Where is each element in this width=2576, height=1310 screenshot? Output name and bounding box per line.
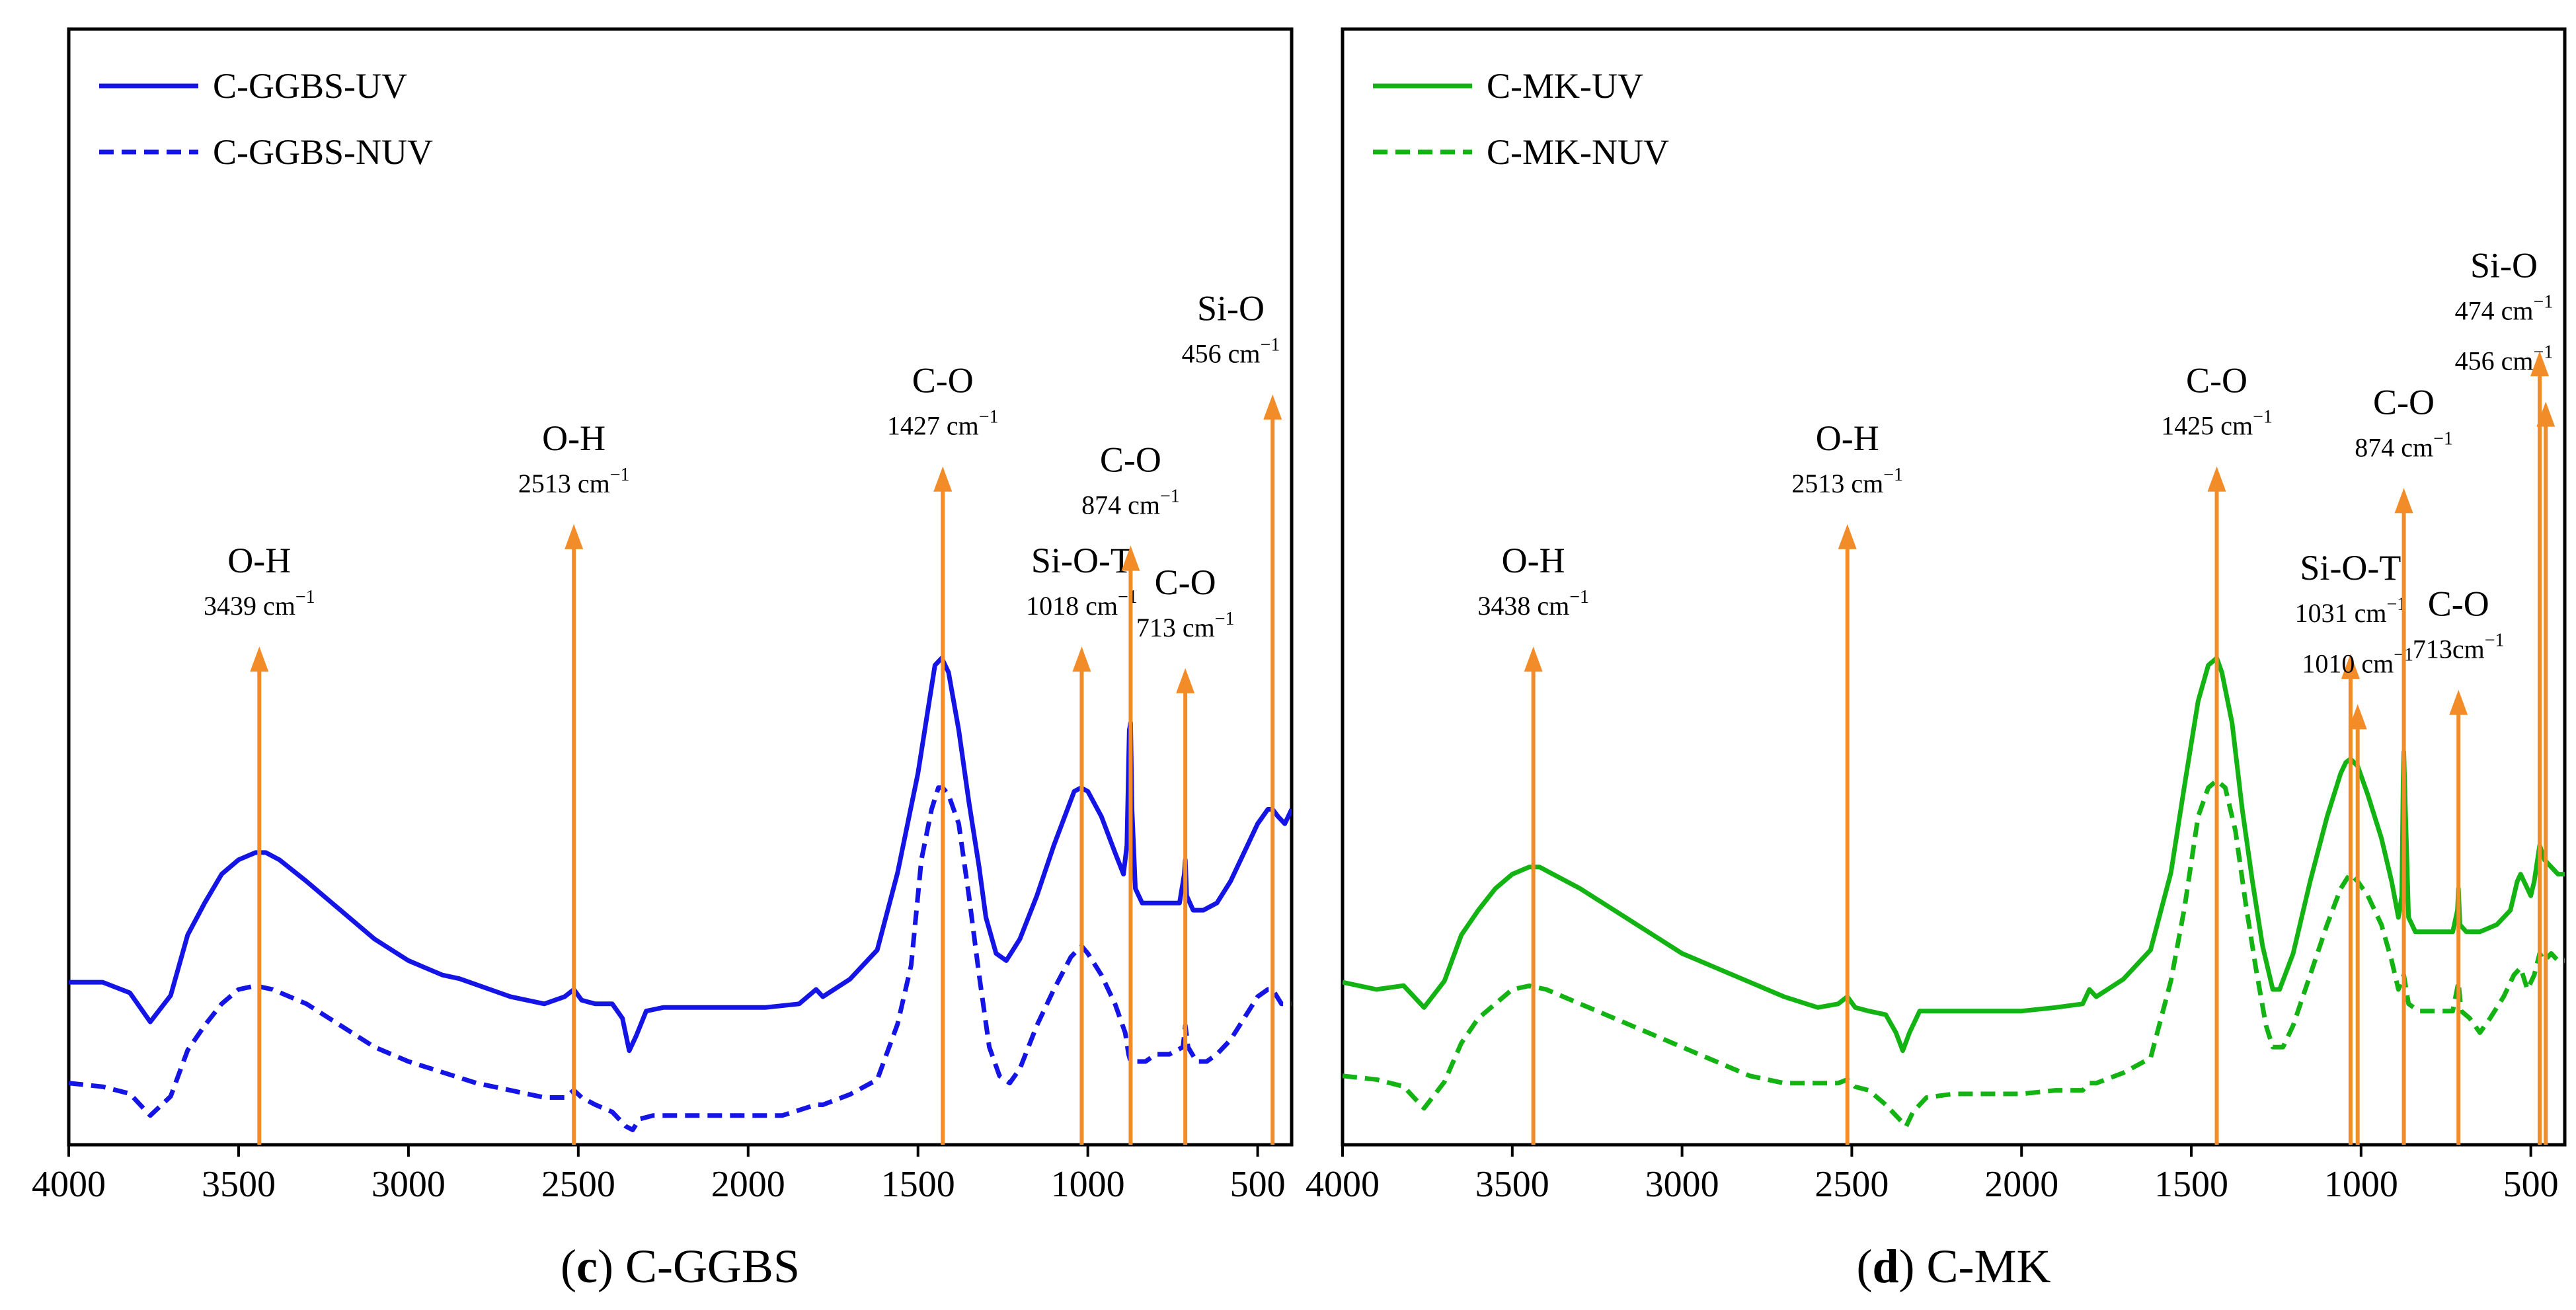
x-tick-label-mk: 1500 <box>2154 1164 2228 1205</box>
annotation-arrowhead-mk <box>2530 351 2549 377</box>
annotation-label-ggbs: C-O <box>912 361 974 401</box>
annotation-label-mk: C-O <box>2428 584 2489 624</box>
annotation-label-ggbs: C-O <box>1100 440 1161 480</box>
annotation-wavenumber-ggbs: 3439 cm−1 <box>204 587 315 621</box>
x-tick-label-ggbs: 2500 <box>541 1164 615 1205</box>
x-tick-label-ggbs: 3000 <box>371 1164 446 1205</box>
annotation-wavenumber-mk: 1031 cm−1 <box>2295 594 2407 628</box>
annotation-arrowhead-ggbs <box>250 646 269 672</box>
legend-label-ggbs: C-GGBS-UV <box>213 66 407 106</box>
annotation-arrowhead-mk <box>2207 466 2226 492</box>
annotation-label-mk: C-O <box>2186 361 2247 401</box>
annotation-arrowhead-ggbs <box>1121 545 1140 571</box>
annotation-wavenumber-mk: 1425 cm−1 <box>2161 407 2273 441</box>
annotation-label-mk: Si-O <box>2470 245 2538 285</box>
series-line-c-ggbs-nuv <box>69 785 1292 1132</box>
x-tick-label-mk: 500 <box>2503 1164 2559 1205</box>
annotation-arrowhead-mk <box>2348 704 2367 730</box>
annotation-arrowhead-mk <box>1838 523 1857 549</box>
annotation-arrowhead-ggbs <box>1176 668 1195 693</box>
x-tick-label-ggbs: 2000 <box>711 1164 785 1205</box>
annotation-arrowhead-ggbs <box>1072 646 1091 672</box>
plot-frame-ggbs <box>67 27 1294 1147</box>
annotation-label-mk: O-H <box>1502 541 1565 580</box>
x-tick-label-ggbs: 4000 <box>32 1164 106 1205</box>
plot-frame-mk <box>1341 27 2567 1147</box>
x-tick-label-mk: 3000 <box>1645 1164 1719 1205</box>
annotation-wavenumber-mk: 1010 cm−1 <box>2302 644 2413 678</box>
annotation-arrowhead-mk <box>2449 689 2468 715</box>
x-tick-label-mk: 1000 <box>2324 1164 2398 1205</box>
annotation-arrowhead-ggbs <box>933 466 953 492</box>
series-line-c-ggbs-uv <box>69 656 1292 1054</box>
annotation-wavenumber-ggbs: 874 cm−1 <box>1081 486 1180 520</box>
series-line-c-mk-uv <box>1343 656 2565 1054</box>
x-tick-label-mk: 2500 <box>1815 1164 1889 1205</box>
annotation-wavenumber-mk: 3438 cm−1 <box>1477 587 1589 621</box>
legend-label-ggbs: C-GGBS-NUV <box>213 132 433 172</box>
x-tick-label-mk: 3500 <box>1475 1164 1549 1205</box>
x-tick-label-mk: 2000 <box>1984 1164 2058 1205</box>
x-tick-label-ggbs: 1500 <box>881 1164 955 1205</box>
annotation-wavenumber-mk: 474 cm−1 <box>2455 291 2554 325</box>
annotation-wavenumber-mk: 874 cm−1 <box>2355 428 2453 462</box>
panel-caption-mk: (d) C-MK <box>1856 1240 2050 1293</box>
annotation-arrowhead-ggbs <box>565 523 584 549</box>
panel-caption-ggbs: (c) C-GGBS <box>561 1240 800 1293</box>
annotation-wavenumber-ggbs: 2513 cm−1 <box>518 465 630 498</box>
annotation-wavenumber-ggbs: 456 cm−1 <box>1182 335 1280 369</box>
annotation-wavenumber-mk: 713cm−1 <box>2413 631 2505 664</box>
annotation-label-ggbs: O-H <box>542 418 605 458</box>
x-tick-label-mk: 4000 <box>1306 1164 1380 1205</box>
annotation-wavenumber-mk: 456 cm−1 <box>2455 342 2554 376</box>
x-tick-label-ggbs: 1000 <box>1051 1164 1125 1205</box>
x-tick-label-ggbs: 500 <box>1230 1164 1286 1205</box>
annotation-wavenumber-ggbs: 713 cm−1 <box>1136 609 1235 642</box>
annotation-arrowhead-mk <box>2341 654 2360 679</box>
x-tick-label-ggbs: 3500 <box>202 1164 276 1205</box>
annotation-arrowhead-mk <box>2536 401 2556 427</box>
annotation-wavenumber-ggbs: 1427 cm−1 <box>887 407 999 441</box>
annotation-label-ggbs: O-H <box>227 541 291 580</box>
panel-c-ggbs: 4000 3500 3000 2500 2000 1500 1000 500 (c) C-GGB… <box>32 27 1294 1293</box>
annotation-wavenumber-mk: 2513 cm−1 <box>1791 465 1903 498</box>
annotation-arrowhead-mk <box>2394 488 2413 514</box>
legend-label-mk: C-MK-NUV <box>1487 132 1669 172</box>
annotation-label-ggbs: Si-O-T <box>1031 541 1132 580</box>
annotation-arrowhead-mk <box>1524 646 1543 672</box>
annotation-label-ggbs: C-O <box>1155 562 1216 602</box>
annotation-label-mk: C-O <box>2373 382 2435 422</box>
annotation-label-mk: Si-O-T <box>2300 548 2401 588</box>
panel-d-mk: 4000 3500 3000 2500 2000 1500 1000 500 (d) C-MK 3… <box>1306 27 2567 1293</box>
annotation-label-mk: O-H <box>1816 418 1879 458</box>
legend-label-mk: C-MK-UV <box>1487 66 1643 106</box>
annotation-arrowhead-ggbs <box>1263 394 1282 420</box>
annotation-wavenumber-ggbs: 1018 cm−1 <box>1026 587 1138 621</box>
annotation-label-ggbs: Si-O <box>1197 289 1265 328</box>
